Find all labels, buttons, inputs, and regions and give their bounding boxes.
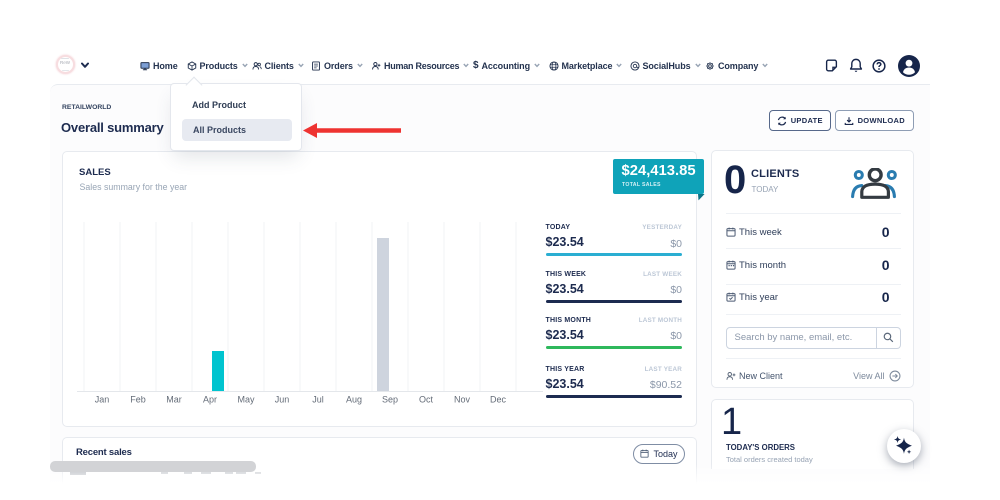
- svg-text:Dec: Dec: [490, 395, 507, 405]
- svg-text:Sep: Sep: [382, 395, 398, 405]
- svg-text:Feb: Feb: [130, 395, 146, 405]
- svg-text:Apr: Apr: [203, 395, 217, 405]
- svg-text:Mar: Mar: [166, 395, 182, 405]
- svg-text:May: May: [237, 395, 255, 405]
- svg-text:Aug: Aug: [346, 395, 362, 405]
- svg-text:Nov: Nov: [454, 395, 471, 405]
- svg-text:Jul: Jul: [312, 395, 324, 405]
- svg-text:Jun: Jun: [275, 395, 290, 405]
- svg-text:Jan: Jan: [95, 395, 110, 405]
- svg-text:Oct: Oct: [419, 395, 434, 405]
